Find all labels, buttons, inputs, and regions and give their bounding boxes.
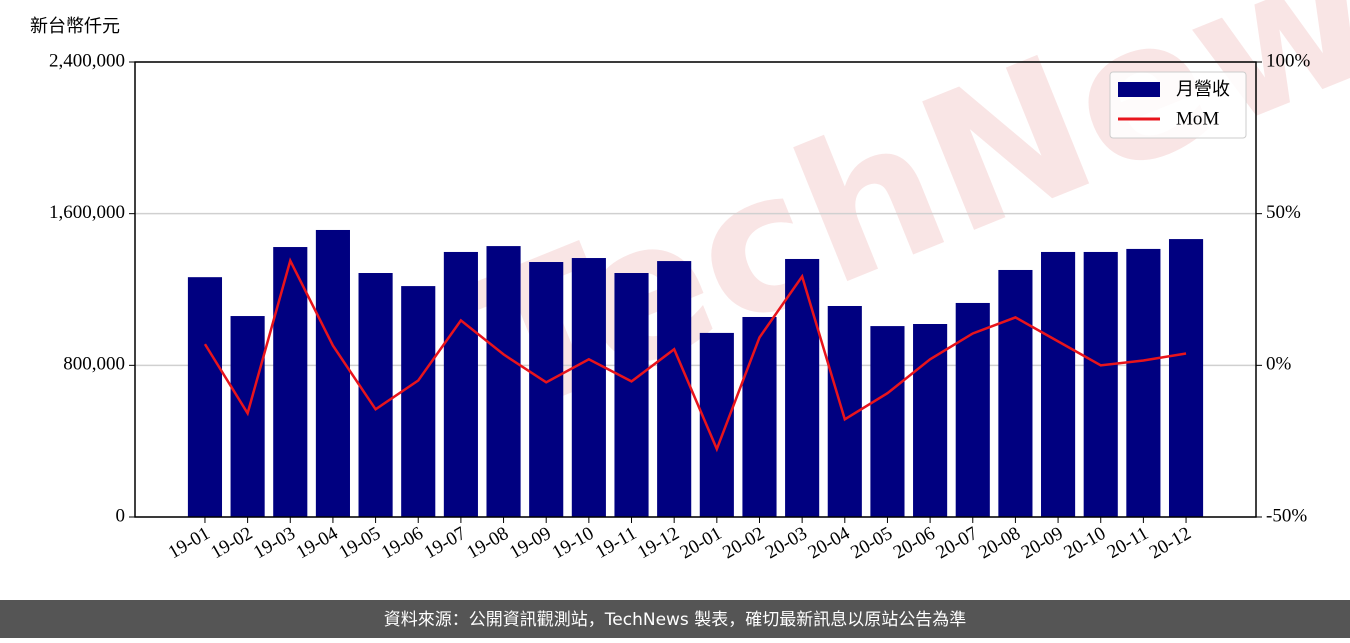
x-tick-label: 20-05 xyxy=(847,523,896,563)
y2-tick-label: 100% xyxy=(1266,50,1311,71)
x-tick-label: 19-05 xyxy=(335,523,384,563)
legend-label: 月營收 xyxy=(1176,79,1230,100)
bar xyxy=(529,262,564,517)
mom-line xyxy=(203,257,1187,453)
x-tick-label: 19-07 xyxy=(421,523,470,563)
x-tick-label: 20-12 xyxy=(1146,523,1195,563)
x-tick-label: 19-06 xyxy=(378,523,427,563)
plot-frame xyxy=(134,61,1257,518)
bar xyxy=(1041,251,1076,517)
bar xyxy=(742,316,777,517)
x-tick-label: 19-04 xyxy=(293,523,342,564)
x-tick-label: 20-03 xyxy=(762,523,811,563)
bar xyxy=(230,316,265,517)
bar xyxy=(401,286,436,517)
y-tick-label: 0 xyxy=(116,505,126,526)
x-tick-label: 19-09 xyxy=(506,523,555,563)
bar xyxy=(657,261,692,517)
x-tick-label: 19-02 xyxy=(207,523,256,563)
x-tick-label: 20-09 xyxy=(1018,523,1067,563)
bar xyxy=(998,269,1033,517)
bar xyxy=(955,302,990,517)
bar xyxy=(913,324,948,517)
x-tick-label: 19-08 xyxy=(463,523,512,563)
bar xyxy=(187,277,223,517)
footer-bar xyxy=(0,600,1350,638)
bar xyxy=(486,246,521,517)
bar xyxy=(443,251,478,517)
x-tick-label: 19-11 xyxy=(592,523,640,563)
x-tick-label: 20-08 xyxy=(975,523,1024,563)
x-tick-label: 19-03 xyxy=(250,523,299,563)
x-tick-label: 19-01 xyxy=(165,523,214,563)
x-tick-label: 20-10 xyxy=(1061,523,1110,563)
x-tick-label: 20-04 xyxy=(805,523,854,564)
y2-tick-label: -50% xyxy=(1266,505,1307,526)
y-tick-label: 1,600,000 xyxy=(49,202,125,223)
bar xyxy=(571,258,606,517)
legend-swatch xyxy=(1118,82,1160,97)
y-tick-label: 2,400,000 xyxy=(49,50,125,71)
x-tick-label: 20-01 xyxy=(677,523,726,563)
legend-label: MoM xyxy=(1176,108,1219,129)
bar xyxy=(1168,239,1204,517)
bar xyxy=(358,273,393,517)
bar xyxy=(870,326,905,517)
x-tick-label: 19-12 xyxy=(634,523,683,563)
y-tick-label: 800,000 xyxy=(63,354,125,375)
footer: 資料來源：公開資訊觀測站，TechNews 製表，確切最新訊息以原站公告為準 xyxy=(384,610,966,630)
bar xyxy=(614,273,649,517)
bar xyxy=(699,332,734,517)
x-tick-label: 20-06 xyxy=(890,523,939,563)
bar xyxy=(1126,248,1161,517)
y-axis-label: 新台幣仟元 xyxy=(30,16,120,37)
bar xyxy=(785,258,820,517)
y2-tick-label: 50% xyxy=(1266,202,1301,223)
bar xyxy=(273,247,308,518)
y2-tick-label: 0% xyxy=(1266,354,1292,375)
x-tick-label: 19-10 xyxy=(549,523,598,563)
x-tick-label: 20-11 xyxy=(1104,523,1152,563)
bar xyxy=(315,229,350,518)
x-tick-label: 20-07 xyxy=(933,523,982,563)
bar xyxy=(1083,251,1118,517)
x-tick-label: 20-02 xyxy=(719,523,768,563)
